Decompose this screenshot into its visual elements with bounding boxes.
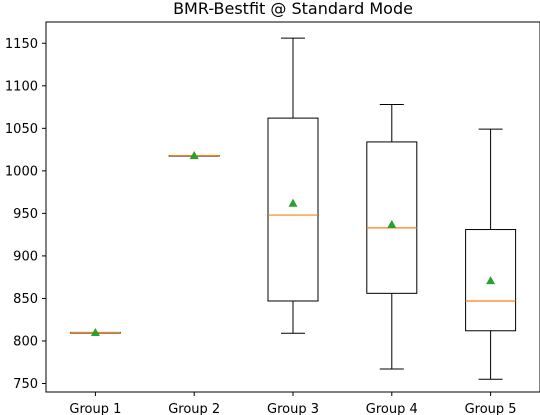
chart-title: BMR-Bestfit @ Standard Mode (173, 0, 413, 18)
x-tick-label: Group 4 (366, 402, 418, 415)
y-tick-label: 750 (13, 377, 38, 392)
plot-area (69, 37, 517, 380)
y-tick-label: 1000 (5, 164, 38, 179)
box-group (69, 327, 121, 337)
box-group (168, 151, 220, 160)
y-tick-label: 900 (13, 249, 38, 264)
mean-marker (486, 276, 496, 285)
y-tick-label: 1050 (5, 122, 38, 137)
box-group (267, 37, 319, 334)
y-tick-label: 1100 (5, 79, 38, 94)
y-tick-label: 1150 (5, 37, 38, 52)
axes: 750 800 850 900 950 1000 1050 1100 1150 Group 1 Gr… (5, 37, 517, 415)
y-tick-label: 950 (13, 207, 38, 222)
mean-marker (288, 198, 298, 207)
x-tick-label: Group 2 (168, 402, 220, 415)
mean-marker (387, 219, 397, 229)
box-group (366, 104, 418, 370)
y-tick-label: 800 (13, 334, 38, 349)
y-tick-label: 850 (13, 292, 38, 307)
x-tick-label: Group 1 (69, 402, 121, 415)
box-iqr (267, 117, 319, 302)
x-tick-label: Group 3 (267, 402, 319, 415)
box-iqr (366, 141, 418, 294)
box-iqr (465, 229, 517, 332)
mean-marker (90, 327, 100, 337)
x-tick-label: Group 5 (465, 402, 517, 415)
mean-marker (189, 151, 199, 160)
box-group (465, 128, 517, 380)
